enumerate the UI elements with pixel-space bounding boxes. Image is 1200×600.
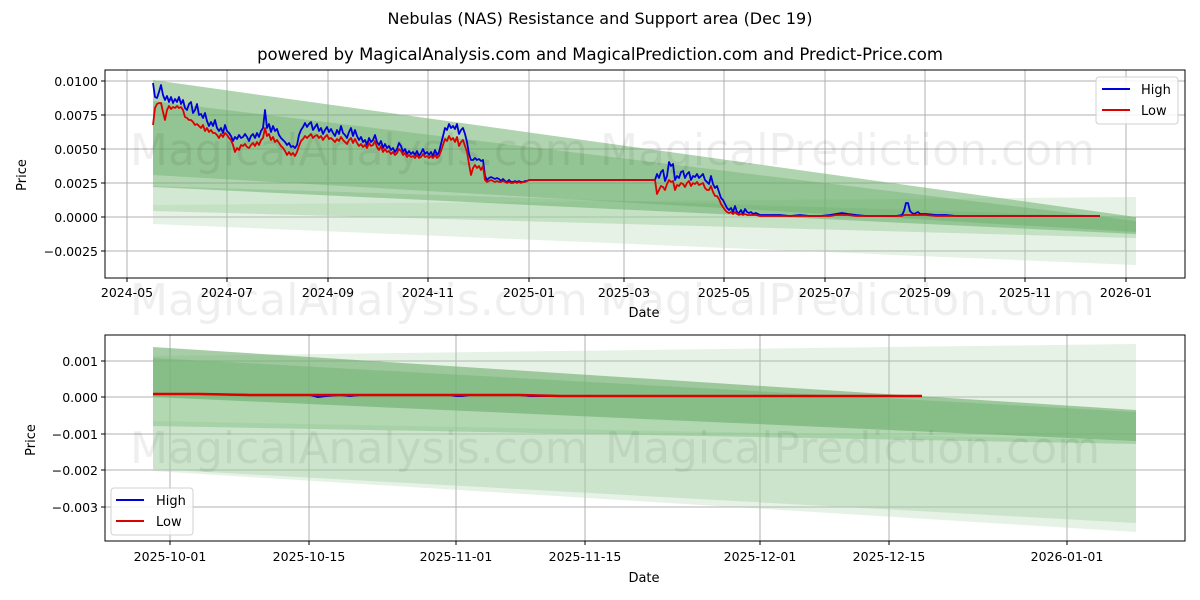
watermark-analysis-mid: MagicalAnalysis.com <box>130 275 588 326</box>
bottom-legend: High Low <box>110 487 194 536</box>
resistance-dark-band <box>153 347 1136 441</box>
support-inner-band <box>153 186 1136 238</box>
top-xtick-label: 2024-07 <box>201 285 253 300</box>
bottom-xtick-label: 2026-01-01 <box>1031 549 1104 564</box>
top-x-ticks <box>126 278 1127 282</box>
top-bands <box>153 80 1136 265</box>
top-xtick-label: 2025-05 <box>698 285 750 300</box>
top-chart: MagicalAnalysis.com MagicalPrediction.co… <box>15 69 1186 326</box>
bottom-bands <box>153 344 1136 532</box>
top-xtick-label: 2024-05 <box>101 285 153 300</box>
watermark-prediction-mid: MagicalPrediction.com <box>600 275 1095 326</box>
bottom-ytick-label: 0.000 <box>62 390 98 405</box>
top-xtick-label: 2026-01 <box>1100 285 1152 300</box>
bottom-low-line <box>153 392 922 398</box>
bottom-chart: MagicalAnalysis.com MagicalPrediction.co… <box>24 334 1186 586</box>
top-ytick-label: −0.0025 <box>44 244 98 259</box>
bottom-xtick-label: 2025-10-15 <box>273 549 346 564</box>
top-ytick-label: 0.0000 <box>54 210 98 225</box>
top-y-ticks <box>101 80 105 252</box>
bottom-x-ticks <box>169 541 1068 545</box>
top-xtick-label: 2024-11 <box>402 285 454 300</box>
bottom-y-axis-label: Price <box>24 424 39 456</box>
top-xtick-label: 2025-09 <box>899 285 951 300</box>
top-ytick-label: 0.0050 <box>54 142 98 157</box>
watermark-prediction-top: MagicalPrediction.com <box>600 125 1095 176</box>
support-light-inner-band <box>153 421 1136 523</box>
top-axes-frame <box>104 69 1186 279</box>
top-xtick-label: 2025-11 <box>999 285 1051 300</box>
legend-low-label: Low <box>1141 104 1167 119</box>
top-ytick-label: 0.0075 <box>54 108 98 123</box>
bottom-ytick-label: −0.002 <box>52 463 98 478</box>
bottom-x-axis-label: Date <box>628 571 659 586</box>
top-y-axis-label: Price <box>15 159 30 191</box>
bottom-xtick-label: 2025-11-01 <box>420 549 493 564</box>
watermark-analysis-top: MagicalAnalysis.com <box>130 125 588 176</box>
top-x-axis-label: Date <box>628 306 659 321</box>
bottom-y-ticks <box>101 360 105 508</box>
bottom-xtick-label: 2025-11-15 <box>549 549 622 564</box>
bottom-ytick-label: −0.001 <box>52 427 98 442</box>
watermark-prediction-bottom: MagicalPrediction.com <box>605 423 1100 474</box>
resistance-inner-band <box>153 101 1136 232</box>
bottom-xtick-label: 2025-12-15 <box>853 549 926 564</box>
watermark-analysis-bottom: MagicalAnalysis.com <box>130 423 588 474</box>
bottom-xtick-label: 2025-12-01 <box>724 549 797 564</box>
top-ytick-label: 0.0100 <box>54 74 98 89</box>
bottom-ytick-label: −0.003 <box>52 500 98 515</box>
top-low-line <box>152 102 1100 217</box>
top-ytick-label: 0.0025 <box>54 176 98 191</box>
top-high-line <box>152 82 1100 217</box>
legend-low-label: Low <box>156 515 182 530</box>
legend-high-label: High <box>156 494 186 509</box>
chart-title: Nebulas (NAS) Resistance and Support are… <box>387 9 813 28</box>
legend-high-label: High <box>1141 83 1171 98</box>
top-xtick-label: 2024-09 <box>302 285 354 300</box>
chart-subtitle: powered by MagicalAnalysis.com and Magic… <box>257 45 943 64</box>
top-xtick-label: 2025-07 <box>799 285 851 300</box>
bottom-axes-frame <box>104 334 1186 542</box>
top-xtick-label: 2025-01 <box>503 285 555 300</box>
bottom-ytick-label: 0.001 <box>62 354 98 369</box>
bottom-xtick-label: 2025-10-01 <box>134 549 207 564</box>
top-xtick-label: 2025-03 <box>598 285 650 300</box>
resistance-outer-band <box>153 80 1136 234</box>
top-legend: High Low <box>1095 76 1179 125</box>
